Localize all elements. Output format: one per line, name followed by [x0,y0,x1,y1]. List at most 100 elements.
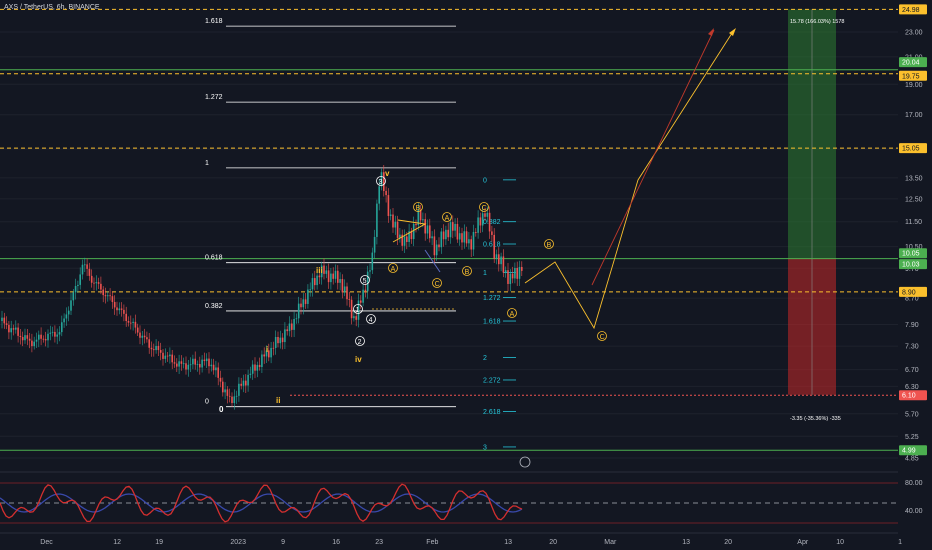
wave-circle [355,336,365,346]
candle-body [49,332,52,334]
time-tick: 9 [281,539,285,546]
candle-body [314,278,316,286]
fib-ext-label: 0.618 [483,242,501,249]
time-tick: 13 [504,539,512,546]
candle-body [376,203,378,237]
position-zones [788,9,836,396]
wedge-2 [424,249,441,273]
candle-body [426,225,429,234]
price-axis-bg [898,0,932,550]
candle-body [33,341,35,347]
time-tick: Apr [797,539,809,546]
candle-body [477,217,479,233]
candle-body [104,295,107,297]
projection-paths [372,28,736,330]
candle-body [357,300,360,320]
wave-label: 3 [379,179,383,186]
candle-body [81,264,84,275]
candle-body [196,364,199,365]
time-tick: 20 [724,539,732,546]
candle-body [226,389,229,396]
price-label-bg [899,248,927,259]
candle-body [116,307,118,311]
price-label: 10.03 [902,262,920,269]
fib-label: 1.618 [205,18,223,25]
arrow-head-yellow [729,28,736,36]
candle-body [1,317,3,322]
wave-label: C [482,205,487,212]
candle-body [79,274,81,285]
candle-body [212,364,215,371]
candle-body [95,282,98,284]
candle-body [429,225,431,239]
candle-body [219,377,222,382]
candle-body [245,380,247,386]
candle-body [77,284,79,287]
time-tick: 19 [155,539,163,546]
candle-body [495,254,498,259]
candle-body [452,222,454,231]
candle-body [415,223,417,226]
price-label: 24.98 [902,7,920,14]
candle-body [350,299,353,319]
annotations: 15.78 (166.03%) 1578 -3.35 (-35.36%) -335 [790,19,844,422]
candle-body [288,323,291,332]
candle-body [134,321,137,328]
time-tick: Dec [40,539,53,546]
candle-body [518,266,521,279]
wave-label: 4 [369,317,373,324]
candle-body [408,231,410,242]
price-label: 6.10 [902,393,916,400]
candle-body [449,222,452,238]
candle-body [327,270,330,283]
wave-label: ii [276,396,280,405]
candle-body [378,186,380,204]
fib-ext-label: 1.272 [483,295,501,302]
fib-label: 0.618 [205,255,223,262]
price-label-bg [899,70,927,81]
wave-label: C [600,334,605,341]
wave-circle [376,176,386,186]
wave-circle [597,331,607,341]
price-label-bg [899,390,927,401]
fib-ext-label: 1 [483,270,487,277]
fib-extension: 0 0.382 0.618 1 1.272 1.618 2 2.272 2.618 3 [483,177,516,451]
candle-body [139,332,141,338]
candle-body [222,381,224,393]
wave-circle [479,202,489,212]
candle-body [51,331,54,333]
candle-body [143,335,146,338]
candle-body [410,231,413,240]
candle-body [424,219,426,234]
candle-body [468,239,470,244]
candle-body [309,289,311,291]
candle-body [488,212,491,232]
candle-body [44,339,47,341]
candle-body [176,363,178,367]
candle-body [383,172,385,191]
candle-body [201,359,203,368]
candle-body [419,209,422,221]
candle-body [422,219,424,221]
projection-path-yellow [524,29,735,330]
wave-label: 5 [363,278,367,285]
fib-ext-label: 2.618 [483,409,501,416]
candle-body [417,209,420,226]
candle-body [302,299,305,308]
wave-label: B [465,269,470,276]
chart-title: AXS / TetherUS, 6h, BINANCE [4,4,100,11]
candle-body [233,396,236,404]
wave-label: B [547,242,552,249]
candle-body [272,347,275,349]
candle-body [343,286,346,293]
wave-circle [544,239,554,249]
fib-label: 0.382 [205,303,223,310]
candle-body [31,340,33,347]
candle-body [456,223,459,240]
price-label: 15.05 [902,146,920,153]
candle-body [435,244,438,256]
wave-circle [366,314,376,324]
candle-body [447,229,449,238]
candle-body [311,278,314,290]
